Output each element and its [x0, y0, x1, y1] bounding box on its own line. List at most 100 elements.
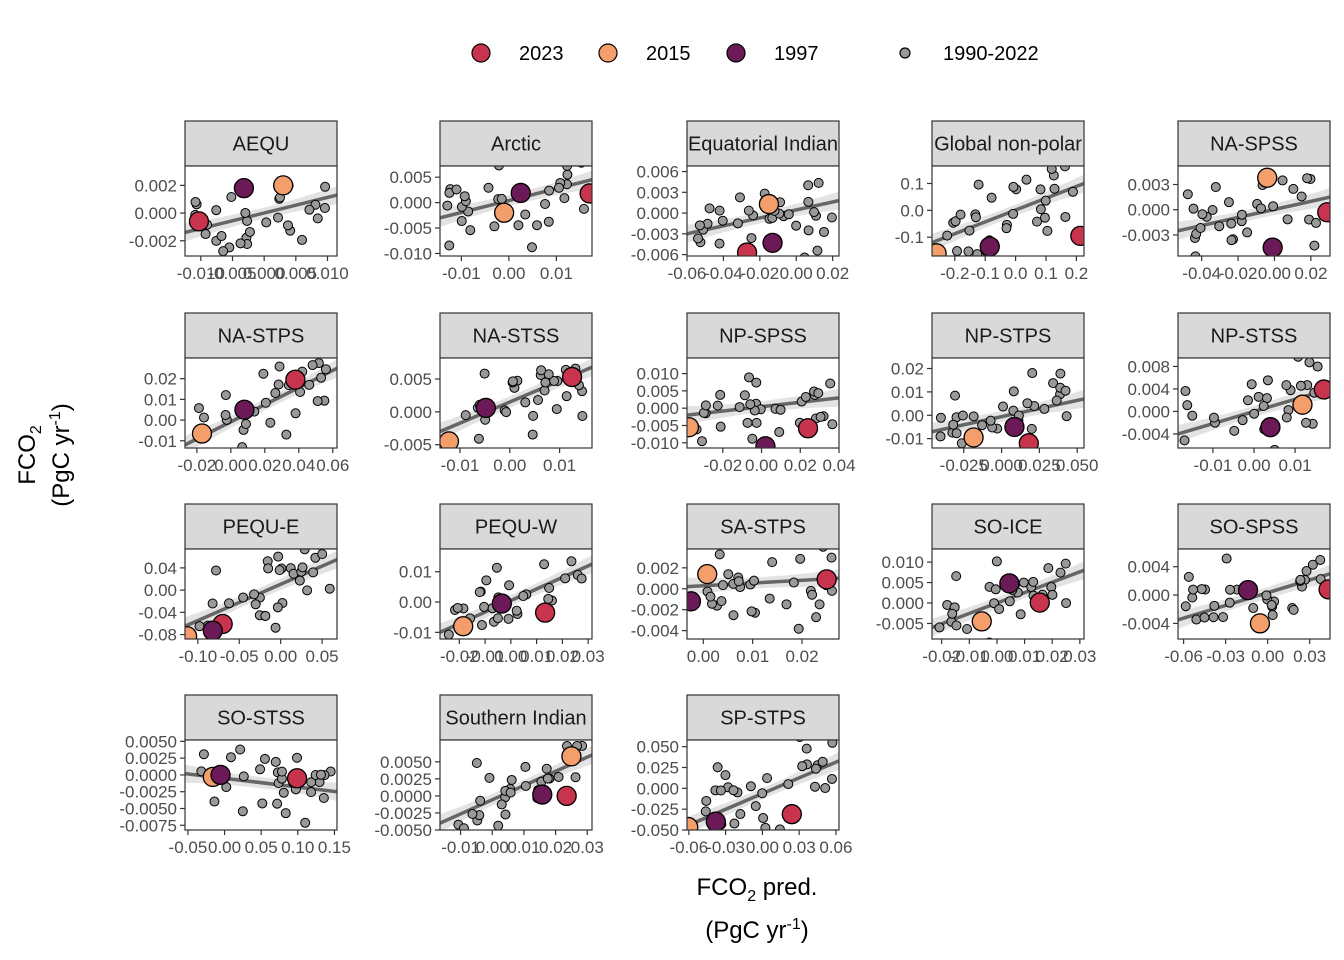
- point-background: [543, 216, 554, 227]
- point-background: [1051, 395, 1062, 406]
- point-background: [714, 549, 725, 560]
- panel-title: SP-STPS: [720, 708, 806, 730]
- point-2023: [1318, 579, 1330, 600]
- point-background: [704, 203, 715, 214]
- point-background: [526, 242, 537, 253]
- point-background: [297, 562, 308, 573]
- point-background: [261, 217, 272, 228]
- point-background: [809, 207, 820, 218]
- y-tick-label: -0.050: [631, 821, 679, 840]
- point-background: [700, 400, 711, 411]
- point-background: [783, 209, 794, 220]
- point-background: [1236, 209, 1247, 220]
- point-background: [1055, 368, 1066, 379]
- point-background: [1055, 567, 1066, 578]
- point-background: [1218, 612, 1229, 623]
- point-2015: [687, 816, 699, 830]
- point-2023: [736, 242, 758, 256]
- point-background: [970, 212, 981, 223]
- point-background: [307, 360, 318, 371]
- point-background: [1021, 174, 1032, 185]
- panel-border: [184, 548, 338, 640]
- x-tick-label: -0.03: [1206, 647, 1245, 666]
- point-background: [260, 610, 271, 621]
- y-tick-label: 0.000: [1127, 402, 1170, 421]
- point-background: [827, 740, 838, 748]
- point-background: [795, 553, 806, 564]
- point-background: [318, 792, 329, 803]
- x-tick-label: -0.02: [1219, 264, 1258, 283]
- point-background: [717, 580, 728, 591]
- strip-arctic: [439, 120, 593, 167]
- strip-pequ-w: [439, 503, 593, 550]
- point-background: [536, 365, 547, 376]
- point-background: [696, 436, 707, 447]
- x-tick-label: 0.02: [1036, 647, 1069, 666]
- point-background: [460, 410, 471, 421]
- point-background: [760, 822, 771, 830]
- point-background: [813, 388, 824, 399]
- x-tick-label: -0.01: [950, 647, 989, 666]
- point-background: [1262, 375, 1273, 386]
- y-tick-label: -0.005: [384, 219, 432, 238]
- point-background: [444, 240, 455, 251]
- panel-title: NA-SPSS: [1210, 134, 1298, 156]
- regression-line: [932, 181, 1084, 245]
- point-2015: [1292, 394, 1313, 415]
- point-background: [1301, 417, 1312, 428]
- panel-border: [184, 165, 338, 257]
- panel-border: [184, 357, 338, 449]
- point-background: [998, 401, 1009, 412]
- point-1997: [202, 620, 223, 639]
- point-background: [1035, 184, 1046, 195]
- strip-na-spss: [1177, 120, 1331, 167]
- point-background: [1180, 601, 1191, 612]
- point-background: [211, 205, 222, 216]
- point-background: [294, 575, 305, 586]
- x-tick-label: -0.05: [220, 647, 259, 666]
- point-1997: [210, 764, 231, 786]
- point-background: [1197, 209, 1208, 220]
- point-background: [791, 220, 802, 231]
- x-tick-label: -0.03: [706, 838, 745, 857]
- y-tick-label: 0.000: [1127, 201, 1170, 220]
- x-tick-label: -0.1: [971, 264, 1000, 283]
- y-tick-label: 0.000: [636, 779, 679, 798]
- legend-item-2015: 2015: [598, 43, 691, 65]
- x-tick-label: 0.05: [245, 838, 278, 857]
- point-background: [701, 795, 712, 806]
- y-tick-label: 0.000: [389, 194, 432, 213]
- point-background: [1060, 558, 1071, 569]
- x-tick-label: -0.06: [1164, 647, 1203, 666]
- point-1997: [705, 811, 726, 830]
- x-tick-label: -0.01: [441, 456, 480, 475]
- point-background: [947, 608, 958, 619]
- panel-title: NA-STPS: [218, 326, 305, 348]
- point-background: [1061, 411, 1072, 422]
- regression-line: [687, 198, 839, 236]
- y-tick-label: -0.004: [1122, 614, 1170, 633]
- point-background: [705, 591, 716, 602]
- panel-border: [931, 165, 1085, 257]
- point-background: [952, 246, 963, 256]
- point-background: [1229, 425, 1240, 436]
- y-tick-label: -0.0025: [119, 783, 177, 802]
- point-background: [244, 226, 255, 237]
- point-background: [504, 580, 515, 591]
- point-background: [273, 212, 284, 223]
- panel-so-ice: SO-ICE0.0100.0050.000-0.005-0.02-0.010.0…: [876, 503, 1096, 666]
- point-background: [274, 565, 285, 576]
- point-background: [950, 216, 961, 227]
- x-tick-label: 0.06: [316, 456, 349, 475]
- x-tick-label: 0.02: [248, 456, 281, 475]
- point-background: [803, 196, 814, 207]
- point-background: [476, 620, 487, 631]
- point-background: [306, 777, 317, 788]
- x-tick-label: 0.04: [282, 456, 315, 475]
- panel-title: Global non-polar: [934, 134, 1082, 156]
- point-background: [767, 557, 778, 568]
- legend-key-2023: [471, 43, 491, 63]
- point-1997: [233, 178, 255, 199]
- point-background: [745, 781, 756, 792]
